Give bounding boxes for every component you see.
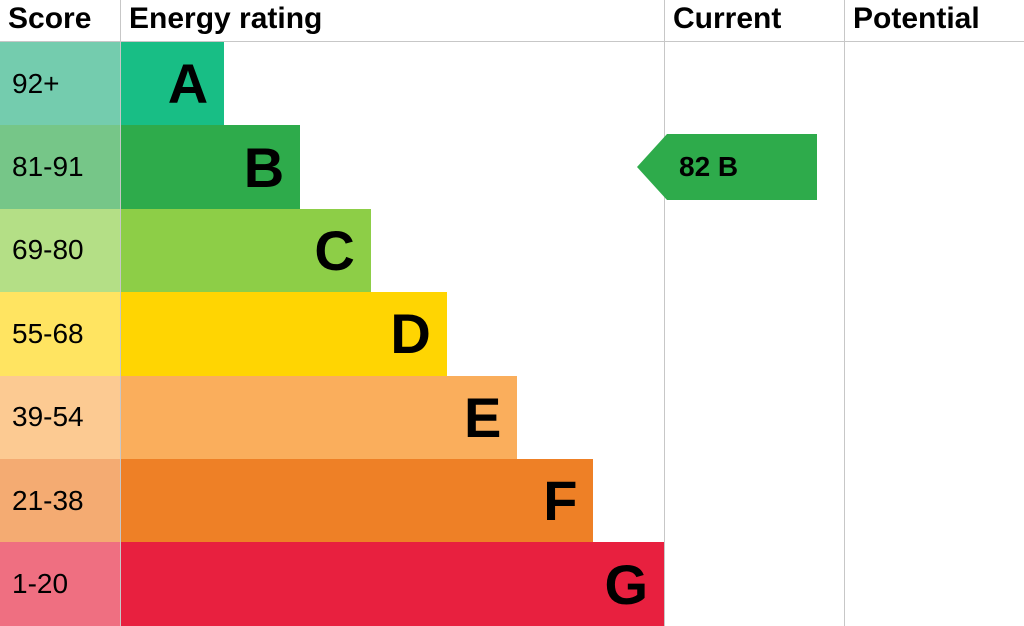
bar-area: B [120,125,664,208]
grade-letter: E [464,385,501,450]
rating-bar-a: A [121,42,224,125]
score-range: 21-38 [0,459,120,542]
potential-col [844,542,1024,625]
potential-col [844,42,1024,125]
bar-area: E [120,376,664,459]
rating-bar-c: C [121,209,371,292]
grade-letter: B [244,135,284,200]
rating-row-g: 1-20 G [0,542,1024,625]
score-range: 39-54 [0,376,120,459]
rating-bar-g: G [121,542,664,625]
rating-row-b: 81-91 B 82 B [0,125,1024,208]
rating-row-c: 69-80 C [0,209,1024,292]
rating-row-a: 92+ A [0,42,1024,125]
header-current: Current [664,0,844,41]
rating-rows: 92+ A 81-91 B 82 B 69-80 C 55-68 D 39-54 E 21-38 F 1-… [0,42,1024,626]
score-range: 81-91 [0,125,120,208]
rating-bar-f: F [121,459,593,542]
potential-col [844,376,1024,459]
current-col [664,542,844,625]
header-row: Score Energy rating Current Potential [0,0,1024,42]
grade-letter: D [390,301,430,366]
rating-bar-e: E [121,376,517,459]
header-energy: Energy rating [120,0,664,41]
current-rating-tag: 82 B [637,134,817,200]
bar-area: D [120,292,664,375]
bar-area: C [120,209,664,292]
rating-row-e: 39-54 E [0,376,1024,459]
bar-area: F [120,459,664,542]
score-range: 55-68 [0,292,120,375]
current-col [664,292,844,375]
bar-area: G [120,542,664,625]
potential-col [844,292,1024,375]
current-rating-value: 82 B [679,151,738,183]
grade-letter: F [543,468,577,533]
current-col: 82 B [664,125,844,208]
grade-letter: C [314,218,354,283]
rating-row-d: 55-68 D [0,292,1024,375]
epc-chart: Score Energy rating Current Potential 92… [0,0,1024,626]
potential-col [844,125,1024,208]
current-col [664,376,844,459]
current-col [664,42,844,125]
score-range: 69-80 [0,209,120,292]
potential-col [844,459,1024,542]
rating-row-f: 21-38 F [0,459,1024,542]
potential-col [844,209,1024,292]
rating-bar-b: B [121,125,300,208]
bar-area: A [120,42,664,125]
rating-bar-d: D [121,292,447,375]
current-col [664,209,844,292]
score-range: 1-20 [0,542,120,625]
header-score: Score [0,0,120,41]
current-col [664,459,844,542]
header-potential: Potential [844,0,1024,41]
grade-letter: A [168,51,208,116]
score-range: 92+ [0,42,120,125]
grade-letter: G [604,552,648,617]
